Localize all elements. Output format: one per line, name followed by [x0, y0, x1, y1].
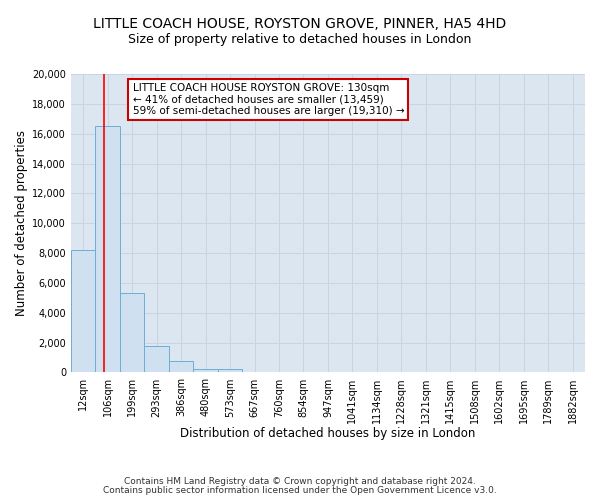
- Text: Size of property relative to detached houses in London: Size of property relative to detached ho…: [128, 32, 472, 46]
- Bar: [120, 294, 145, 372]
- Y-axis label: Number of detached properties: Number of detached properties: [15, 130, 28, 316]
- Text: LITTLE COACH HOUSE, ROYSTON GROVE, PINNER, HA5 4HD: LITTLE COACH HOUSE, ROYSTON GROVE, PINNE…: [94, 18, 506, 32]
- Bar: [71, 250, 95, 372]
- Text: LITTLE COACH HOUSE ROYSTON GROVE: 130sqm
← 41% of detached houses are smaller (1: LITTLE COACH HOUSE ROYSTON GROVE: 130sqm…: [133, 83, 404, 116]
- Bar: [145, 346, 169, 372]
- X-axis label: Distribution of detached houses by size in London: Distribution of detached houses by size …: [180, 427, 476, 440]
- Bar: [218, 370, 242, 372]
- Bar: [169, 362, 193, 372]
- Bar: [95, 126, 120, 372]
- Text: Contains public sector information licensed under the Open Government Licence v3: Contains public sector information licen…: [103, 486, 497, 495]
- Text: Contains HM Land Registry data © Crown copyright and database right 2024.: Contains HM Land Registry data © Crown c…: [124, 477, 476, 486]
- Bar: [193, 368, 218, 372]
